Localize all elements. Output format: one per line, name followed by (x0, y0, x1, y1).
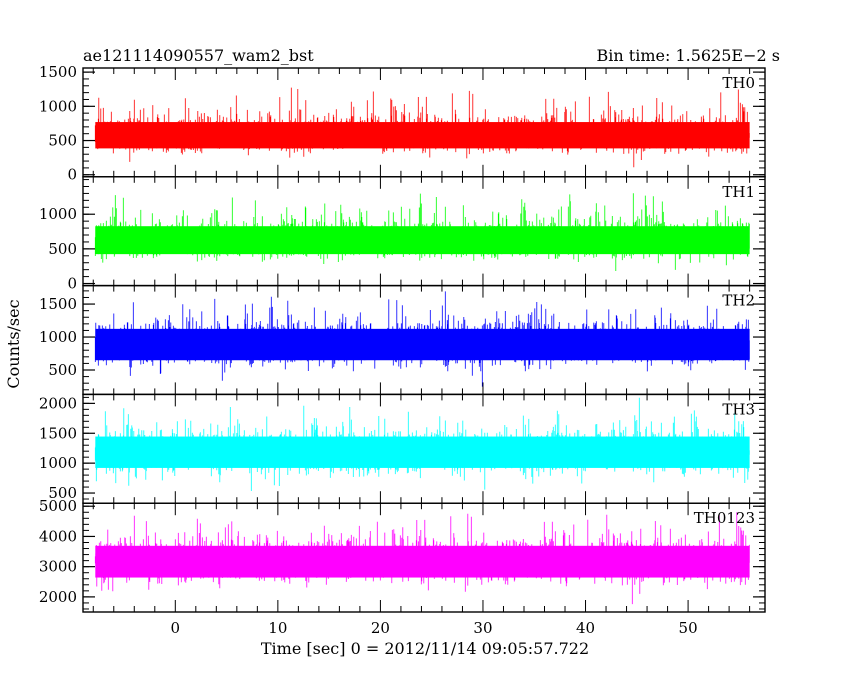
y-tick-label: 500 (48, 361, 77, 379)
y-tick-label: 1000 (39, 97, 77, 115)
series-core-th2 (95, 328, 750, 361)
panel-label-th1: TH1 (722, 183, 755, 201)
y-tick-label: 1500 (39, 63, 77, 81)
x-tick-label: 50 (679, 619, 698, 637)
y-tick-label: 500 (48, 132, 77, 150)
x-tick-label: 20 (371, 619, 390, 637)
x-tick-label: 10 (268, 619, 287, 637)
y-tick-label: 4000 (39, 527, 77, 545)
panel-frame-th0123 (82, 502, 766, 613)
bin-time-label: Bin time: 1.5625E−2 s (597, 46, 780, 65)
chart-title: ae121114090557_wam2_bst (83, 46, 314, 65)
y-tick-label: 3000 (39, 558, 77, 576)
y-tick-label: 0 (67, 166, 77, 184)
y-axis-label: Counts/sec (4, 299, 23, 388)
series-core-th0 (95, 122, 750, 149)
y-tick-label: 5000 (39, 497, 77, 515)
y-tick-label: 1500 (39, 424, 77, 442)
y-tick-label: 500 (48, 240, 77, 258)
panel-label-th2: TH2 (722, 292, 755, 310)
y-tick-label: 1500 (39, 295, 77, 313)
y-tick-label: 2000 (39, 394, 77, 412)
series-core-th1 (95, 226, 750, 255)
y-tick-label: 1000 (39, 454, 77, 472)
series-core-th0123 (95, 545, 750, 578)
series-core-th3 (95, 436, 750, 468)
panel-label-th0123: TH0123 (694, 509, 755, 527)
y-tick-label: 500 (48, 484, 77, 502)
x-tick-label: 40 (576, 619, 595, 637)
y-tick-label: 1000 (39, 205, 77, 223)
x-axis-label: Time [sec] 0 = 2012/11/14 09:05:57.722 (261, 639, 589, 658)
x-tick-label: 30 (473, 619, 492, 637)
y-tick-label: 1000 (39, 328, 77, 346)
y-tick-label: 0 (67, 275, 77, 293)
y-tick-label: 2000 (39, 588, 77, 606)
panel-label-th0: TH0 (722, 74, 755, 92)
panel-label-th3: TH3 (722, 400, 755, 418)
x-tick-label: 0 (171, 619, 181, 637)
